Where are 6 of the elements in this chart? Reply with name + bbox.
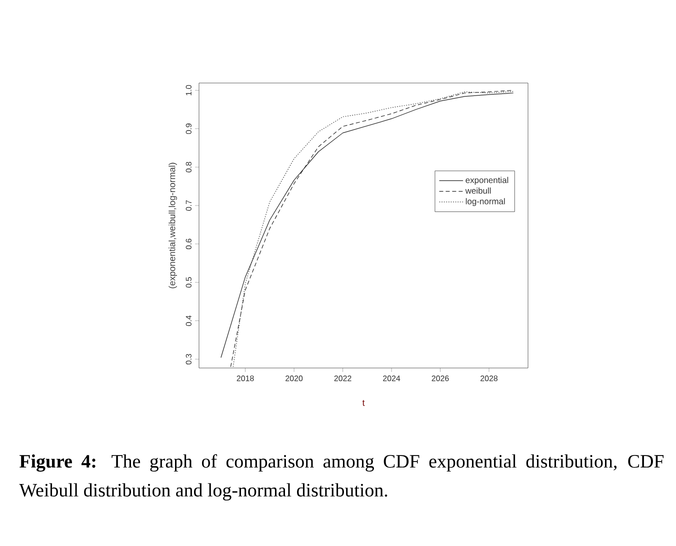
- y-axis-title: (exponential,weibull,log-normal): [168, 162, 177, 288]
- text: Figure 4: The graph of comparison among CDF exponential distribution, CDF Weibull distribution and log-normal distribution.: [19, 454, 664, 500]
- legend-label: exponential: [466, 176, 508, 185]
- legend-label: weibull: [465, 187, 491, 194]
- x-axis-title: t: [362, 400, 365, 406]
- legend-label: log-normal: [466, 198, 505, 206]
